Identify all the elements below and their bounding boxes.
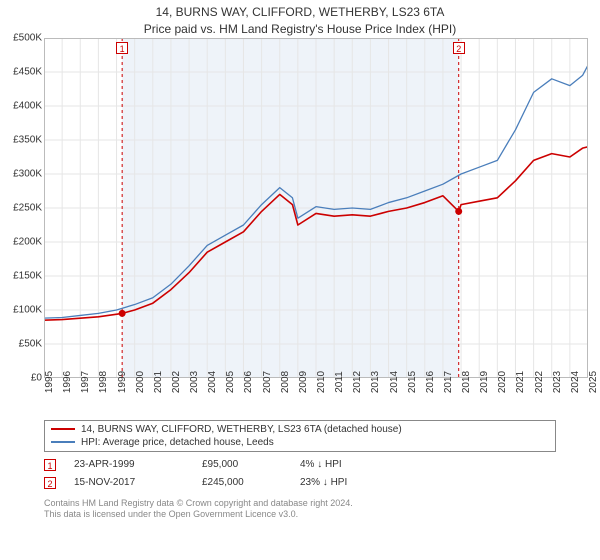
legend-label: HPI: Average price, detached house, Leed… bbox=[81, 437, 274, 448]
x-tick-label: 1995 bbox=[44, 370, 55, 392]
x-tick-label: 2023 bbox=[552, 370, 563, 392]
x-tick-label: 2003 bbox=[189, 370, 200, 392]
x-tick-label: 2016 bbox=[425, 370, 436, 392]
event-row: 2 15-NOV-2017 £245,000 23% ↓ HPI bbox=[44, 474, 556, 492]
event-table: 1 23-APR-1999 £95,000 4% ↓ HPI 2 15-NOV-2017 £… bbox=[44, 456, 556, 492]
x-tick-label: 2015 bbox=[407, 370, 418, 392]
x-tick-label: 2014 bbox=[389, 370, 400, 392]
event-marker-2: 2 bbox=[453, 42, 465, 54]
y-tick-label: £250K bbox=[13, 202, 42, 213]
y-tick-label: £150K bbox=[13, 270, 42, 281]
y-tick-label: £200K bbox=[13, 236, 42, 247]
x-tick-label: 2002 bbox=[171, 370, 182, 392]
footer-attribution: Contains HM Land Registry data © Crown c… bbox=[44, 498, 556, 521]
x-tick-label: 2008 bbox=[280, 370, 291, 392]
x-tick-label: 2021 bbox=[515, 370, 526, 392]
x-tick-label: 1996 bbox=[62, 370, 73, 392]
event-row: 1 23-APR-1999 £95,000 4% ↓ HPI bbox=[44, 456, 556, 474]
x-tick-label: 2001 bbox=[153, 370, 164, 392]
event-date: 23-APR-1999 bbox=[74, 459, 184, 470]
legend-swatch bbox=[51, 441, 75, 443]
x-tick-label: 2004 bbox=[207, 370, 218, 392]
legend: 14, BURNS WAY, CLIFFORD, WETHERBY, LS23 … bbox=[44, 420, 556, 452]
plot-area: 12 bbox=[44, 38, 588, 378]
x-tick-label: 2012 bbox=[352, 370, 363, 392]
x-tick-label: 1999 bbox=[117, 370, 128, 392]
footer-line: Contains HM Land Registry data © Crown c… bbox=[44, 498, 556, 510]
event-marker-1: 1 bbox=[116, 42, 128, 54]
title-address: 14, BURNS WAY, CLIFFORD, WETHERBY, LS23 … bbox=[0, 4, 600, 21]
legend-row: 14, BURNS WAY, CLIFFORD, WETHERBY, LS23 … bbox=[51, 423, 549, 436]
chart-title-block: 14, BURNS WAY, CLIFFORD, WETHERBY, LS23 … bbox=[0, 0, 600, 38]
x-tick-label: 2007 bbox=[262, 370, 273, 392]
event-badge: 2 bbox=[44, 477, 56, 489]
y-tick-label: £100K bbox=[13, 304, 42, 315]
x-tick-label: 2018 bbox=[461, 370, 472, 392]
event-price: £245,000 bbox=[202, 477, 282, 488]
y-tick-label: £450K bbox=[13, 66, 42, 77]
x-tick-label: 2024 bbox=[570, 370, 581, 392]
x-tick-label: 1997 bbox=[80, 370, 91, 392]
x-tick-label: 2000 bbox=[135, 370, 146, 392]
event-diff: 4% ↓ HPI bbox=[300, 459, 342, 470]
footer-line: This data is licensed under the Open Gov… bbox=[44, 509, 556, 521]
x-tick-label: 2010 bbox=[316, 370, 327, 392]
y-tick-label: £0 bbox=[31, 372, 42, 383]
event-badge: 1 bbox=[44, 459, 56, 471]
x-tick-label: 2013 bbox=[370, 370, 381, 392]
y-tick-label: £300K bbox=[13, 168, 42, 179]
x-tick-label: 2006 bbox=[243, 370, 254, 392]
x-tick-label: 2005 bbox=[225, 370, 236, 392]
x-tick-label: 2009 bbox=[298, 370, 309, 392]
x-tick-label: 2017 bbox=[443, 370, 454, 392]
x-tick-label: 2020 bbox=[497, 370, 508, 392]
legend-swatch bbox=[51, 428, 75, 430]
y-axis: £0£50K£100K£150K£200K£250K£300K£350K£400… bbox=[0, 38, 44, 378]
x-tick-label: 2022 bbox=[534, 370, 545, 392]
x-tick-label: 2025 bbox=[588, 370, 599, 392]
x-tick-label: 1998 bbox=[98, 370, 109, 392]
event-price: £95,000 bbox=[202, 459, 282, 470]
event-date: 15-NOV-2017 bbox=[74, 477, 184, 488]
x-tick-label: 2019 bbox=[479, 370, 490, 392]
title-subtitle: Price paid vs. HM Land Registry's House … bbox=[0, 21, 600, 38]
legend-label: 14, BURNS WAY, CLIFFORD, WETHERBY, LS23 … bbox=[81, 424, 402, 435]
y-tick-label: £400K bbox=[13, 100, 42, 111]
x-axis: 1995199619971998199920002001200220032004… bbox=[44, 378, 588, 418]
y-tick-label: £350K bbox=[13, 134, 42, 145]
y-tick-label: £50K bbox=[19, 338, 42, 349]
chart-area: £0 £50K £100K £150K £200K £250K £300K £350K £400… bbox=[0, 38, 600, 418]
y-tick-label: £500K bbox=[13, 32, 42, 43]
legend-row: HPI: Average price, detached house, Leed… bbox=[51, 436, 549, 449]
x-tick-label: 2011 bbox=[334, 371, 345, 393]
event-diff: 23% ↓ HPI bbox=[300, 477, 347, 488]
